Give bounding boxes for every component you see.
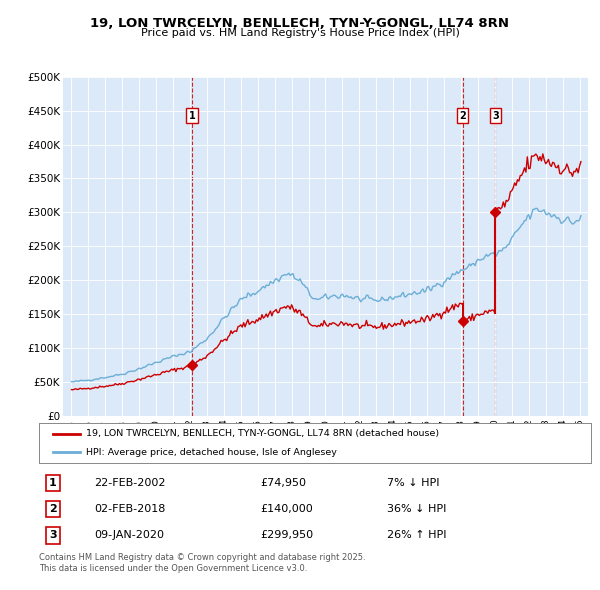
- Text: 09-JAN-2020: 09-JAN-2020: [94, 530, 164, 540]
- Text: £299,950: £299,950: [260, 530, 313, 540]
- Text: 7% ↓ HPI: 7% ↓ HPI: [387, 478, 439, 487]
- Text: 22-FEB-2002: 22-FEB-2002: [94, 478, 166, 487]
- Text: Price paid vs. HM Land Registry's House Price Index (HPI): Price paid vs. HM Land Registry's House …: [140, 28, 460, 38]
- Text: Contains HM Land Registry data © Crown copyright and database right 2025.
This d: Contains HM Land Registry data © Crown c…: [39, 553, 365, 573]
- Text: 1: 1: [49, 478, 56, 487]
- Text: 2: 2: [459, 111, 466, 121]
- Text: £140,000: £140,000: [260, 504, 313, 514]
- Text: £74,950: £74,950: [260, 478, 306, 487]
- Text: 1: 1: [188, 111, 196, 121]
- Text: 26% ↑ HPI: 26% ↑ HPI: [387, 530, 446, 540]
- Text: 3: 3: [49, 530, 56, 540]
- Text: HPI: Average price, detached house, Isle of Anglesey: HPI: Average price, detached house, Isle…: [86, 448, 337, 457]
- Text: 3: 3: [492, 111, 499, 121]
- Text: 02-FEB-2018: 02-FEB-2018: [94, 504, 166, 514]
- Text: 19, LON TWRCELYN, BENLLECH, TYN-Y-GONGL, LL74 8RN: 19, LON TWRCELYN, BENLLECH, TYN-Y-GONGL,…: [91, 17, 509, 30]
- Text: 19, LON TWRCELYN, BENLLECH, TYN-Y-GONGL, LL74 8RN (detached house): 19, LON TWRCELYN, BENLLECH, TYN-Y-GONGL,…: [86, 430, 439, 438]
- Text: 36% ↓ HPI: 36% ↓ HPI: [387, 504, 446, 514]
- Text: 2: 2: [49, 504, 56, 514]
